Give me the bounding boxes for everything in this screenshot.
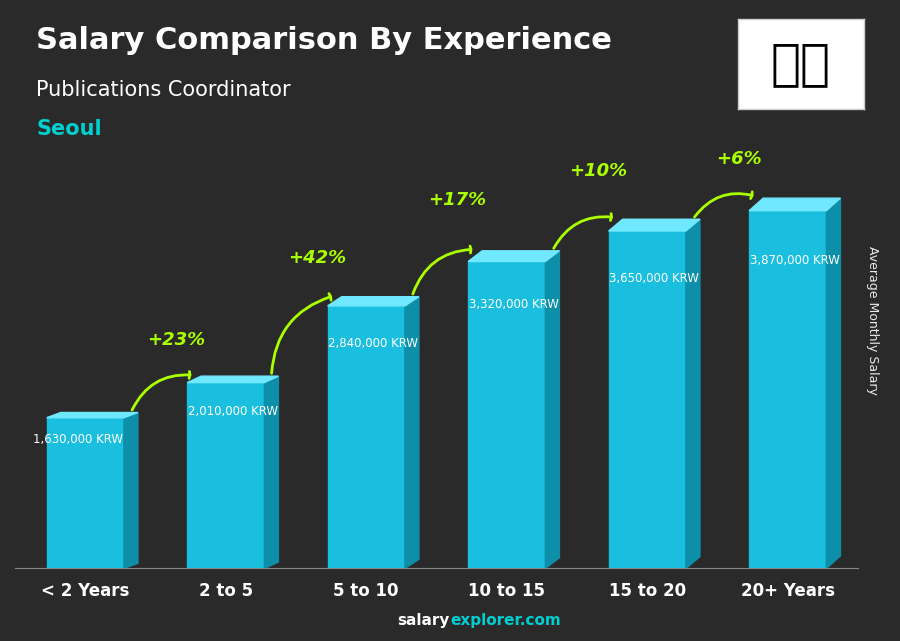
Bar (468, 262, 545, 569)
Polygon shape (749, 198, 841, 211)
Text: explorer.com: explorer.com (450, 613, 561, 628)
Polygon shape (47, 413, 138, 418)
Bar (47, 418, 124, 569)
Text: 3,650,000 KRW: 3,650,000 KRW (609, 272, 699, 285)
Text: salary: salary (398, 613, 450, 628)
Polygon shape (187, 376, 278, 383)
Text: 3,870,000 KRW: 3,870,000 KRW (750, 254, 840, 267)
Text: Salary Comparison By Experience: Salary Comparison By Experience (36, 26, 612, 54)
Text: +23%: +23% (148, 331, 205, 349)
Text: Average Monthly Salary: Average Monthly Salary (867, 246, 879, 395)
Polygon shape (826, 198, 841, 569)
Text: +17%: +17% (428, 192, 487, 210)
Text: 1,630,000 KRW: 1,630,000 KRW (33, 433, 123, 446)
Polygon shape (405, 297, 418, 569)
Polygon shape (328, 297, 418, 306)
Text: 🇰🇷: 🇰🇷 (771, 40, 831, 88)
Text: 2,010,000 KRW: 2,010,000 KRW (188, 405, 278, 418)
Polygon shape (545, 251, 560, 569)
Polygon shape (468, 251, 560, 262)
Polygon shape (608, 219, 700, 231)
Bar (187, 383, 265, 569)
Polygon shape (686, 219, 700, 569)
Bar (608, 231, 686, 569)
Text: +42%: +42% (288, 249, 346, 267)
Bar (328, 306, 405, 569)
Text: 2,840,000 KRW: 2,840,000 KRW (328, 337, 418, 351)
Text: Publications Coordinator: Publications Coordinator (36, 80, 291, 100)
Text: 3,320,000 KRW: 3,320,000 KRW (469, 298, 559, 312)
Polygon shape (265, 376, 278, 569)
Text: +10%: +10% (569, 162, 627, 180)
Text: +6%: +6% (716, 150, 761, 168)
Text: Seoul: Seoul (36, 119, 102, 138)
Polygon shape (124, 413, 138, 569)
Bar (749, 211, 826, 569)
